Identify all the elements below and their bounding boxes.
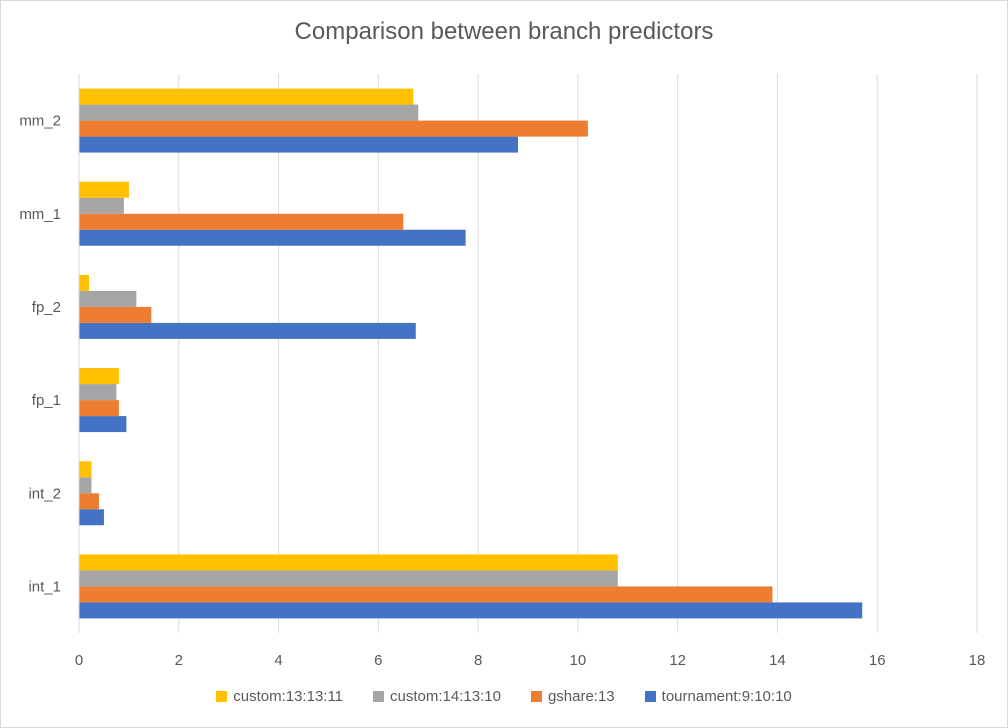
x-tick-label: 4 [274,652,282,669]
y-tick-label: fp_2 [32,299,61,316]
bar-int_2-tournament-9-10-10 [79,509,104,526]
x-tick-label: 6 [374,652,382,669]
bar-int_1-custom-13-13-11 [79,554,618,571]
legend-swatch [373,691,385,702]
legend-item: tournament:9:10:10 [644,688,792,705]
bar-int_1-tournament-9-10-10 [79,602,863,619]
bar-mm_1-custom-14-13-10 [79,197,124,214]
bar-int_2-gshare-13 [79,493,99,510]
bar-fp_2-tournament-9-10-10 [79,322,416,339]
x-tick-label: 16 [869,652,886,669]
bar-mm_2-tournament-9-10-10 [79,136,519,153]
legend-swatch [530,691,542,702]
legend-label: tournament:9:10:10 [661,688,792,705]
y-tick-label: int_2 [28,485,61,502]
bar-fp_1-custom-13-13-11 [79,368,119,385]
bar-int_1-gshare-13 [79,586,773,603]
legend-label: gshare:13 [547,688,615,705]
legend-item: custom:13:13:11 [216,688,343,705]
x-tick-labels: 0 2 4 6 8 10 12 14 16 18 [75,652,986,669]
bar-mm_1-tournament-9-10-10 [79,229,466,246]
bar-int_1-custom-14-13-10 [79,570,618,587]
x-tick-label: 0 [75,652,83,669]
y-tick-label: mm_1 [19,206,61,223]
bar-mm_1-custom-13-13-11 [79,181,129,198]
y-tick-labels: int_1 int_2 fp_1 fp_2 mm_1 mm_2 [19,113,61,596]
legend-label: custom:14:13:10 [390,688,501,705]
legend-item: gshare:13 [530,688,615,705]
legend-item: custom:14:13:10 [373,688,501,705]
gridlines [178,74,978,633]
bar-fp_1-gshare-13 [79,400,119,417]
bar-int_2-custom-14-13-10 [79,477,92,494]
bar-mm_2-custom-13-13-11 [79,88,414,105]
x-tick-label: 8 [474,652,482,669]
legend-swatch [216,691,228,702]
y-tick-label: int_1 [28,578,61,595]
x-tick-label: 18 [969,652,986,669]
x-tick-label: 14 [769,652,786,669]
chart-title: Comparison between branch predictors [294,18,714,45]
bar-mm_1-gshare-13 [79,213,404,230]
bar-mm_2-custom-14-13-10 [79,104,419,121]
bar-fp_2-custom-13-13-11 [79,274,89,291]
bars [79,88,863,619]
bar-mm_2-gshare-13 [79,120,588,137]
x-tick-label: 10 [570,652,587,669]
y-tick-label: fp_1 [32,392,61,409]
x-tick-label: 2 [175,652,183,669]
x-tick-label: 12 [669,652,686,669]
bar-fp_1-tournament-9-10-10 [79,416,127,433]
legend-label: custom:13:13:11 [233,688,344,705]
bar-int_2-custom-13-13-11 [79,461,92,478]
y-tick-label: mm_2 [19,113,61,130]
bar-fp_2-custom-14-13-10 [79,290,137,307]
bar-fp_2-gshare-13 [79,306,152,323]
legend: custom:13:13:11 custom:14:13:10 gshare:13 t… [0,688,1008,705]
legend-swatch [644,691,656,702]
bar-fp_1-custom-14-13-10 [79,384,117,401]
